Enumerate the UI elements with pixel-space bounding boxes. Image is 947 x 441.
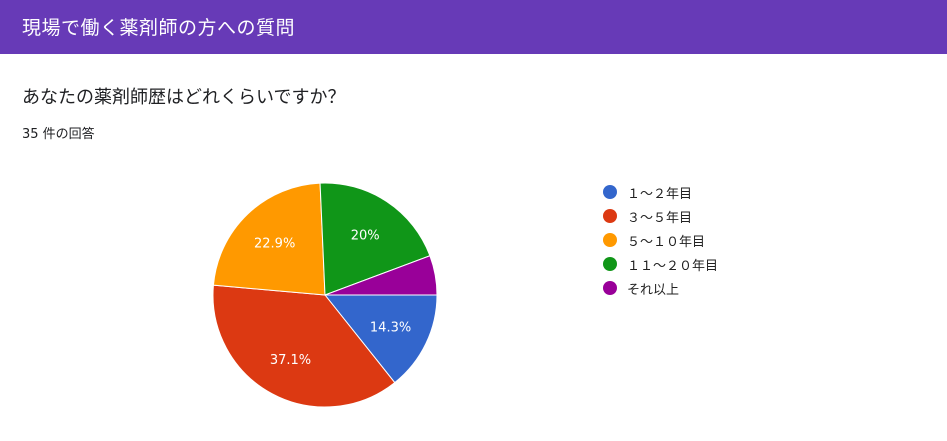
legend-item[interactable]: それ以上 <box>603 276 718 300</box>
legend-item[interactable]: １～２年目 <box>603 180 718 204</box>
response-count: 35 件の回答 <box>22 127 95 142</box>
legend-item[interactable]: ３～５年目 <box>603 204 718 228</box>
pie-slices <box>212 182 438 408</box>
legend-label: １１～２０年目 <box>627 258 719 274</box>
legend-item[interactable]: １１～２０年目 <box>603 252 718 276</box>
legend-swatch <box>603 281 617 295</box>
form-title: 現場で働く薬剤師の方への質問 <box>22 17 296 39</box>
legend-label: ３～５年目 <box>627 210 693 226</box>
legend-swatch <box>603 185 617 199</box>
pie-slice[interactable] <box>324 255 438 296</box>
chart-legend: １～２年目 ３～５年目 ５～１０年目 １１～２０年目 それ以上 <box>603 180 718 300</box>
pie-data-label: 14.3% <box>370 321 411 336</box>
legend-swatch <box>603 257 617 271</box>
pie-data-label: 20% <box>351 228 380 243</box>
pie-slice[interactable] <box>212 182 326 296</box>
legend-swatch <box>603 233 617 247</box>
pie-data-label: 22.9% <box>254 236 295 251</box>
pie-chart: 14.3% 37.1% 22.9% 20% <box>212 182 438 408</box>
pie-slice[interactable] <box>319 182 431 296</box>
legend-label: ５～１０年目 <box>627 234 706 250</box>
question-title: あなたの薬剤師歴はどれくらいですか？ <box>22 87 346 108</box>
pie-data-label: 37.1% <box>270 353 311 368</box>
pie-slice[interactable] <box>323 294 438 384</box>
pie-slice[interactable] <box>212 284 396 408</box>
legend-item[interactable]: ５～１０年目 <box>603 228 718 252</box>
legend-label: １～２年目 <box>627 186 693 202</box>
form-header: 現場で働く薬剤師の方への質問 <box>0 0 947 54</box>
legend-label: それ以上 <box>627 282 680 298</box>
pie-data-labels: 14.3% 37.1% 22.9% 20% <box>254 228 411 368</box>
legend-swatch <box>603 209 617 223</box>
